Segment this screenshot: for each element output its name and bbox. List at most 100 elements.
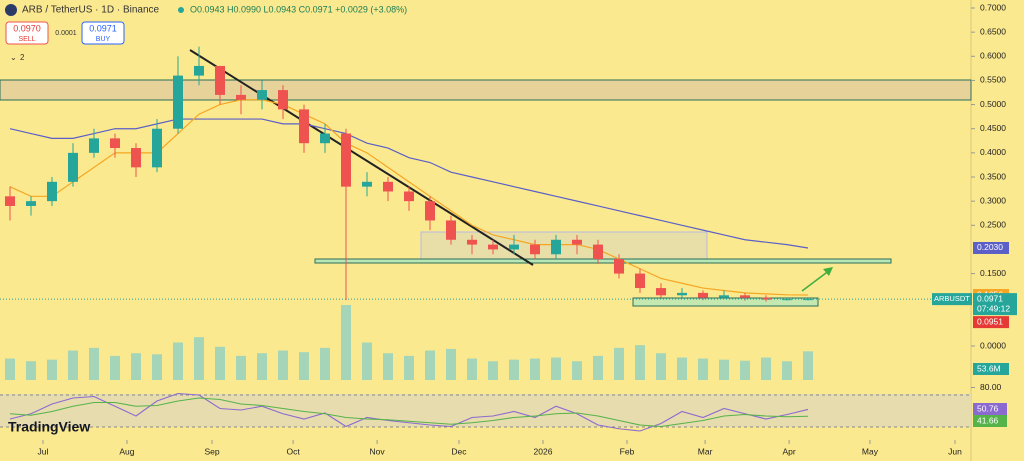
volume-bar (109, 355, 120, 380)
candle-body (88, 138, 99, 153)
symbol-icon (5, 4, 17, 16)
candle-body (109, 138, 120, 149)
sell-label[interactable]: SELL (18, 36, 35, 43)
rsi-box (973, 415, 1007, 427)
ohlc: O0.0943 H0.0990 L0.0943 C0.0971 +0.0029 … (190, 4, 407, 14)
volume-bar (340, 305, 351, 380)
range-zone (420, 231, 708, 262)
candle-body (446, 220, 457, 240)
candle-body (803, 299, 814, 301)
volume-bar (509, 359, 520, 380)
candle-body (277, 90, 288, 110)
candle-body (361, 181, 372, 187)
candle-body (404, 191, 415, 202)
low-label: 0.0951 (977, 316, 1003, 326)
volume-bar (172, 342, 183, 380)
volume-bar (361, 342, 372, 380)
candle-body (193, 65, 204, 76)
volume-bar (88, 347, 99, 380)
volume-bar (572, 361, 583, 380)
x-tick-label: Aug (119, 446, 134, 456)
buy-button[interactable] (81, 21, 125, 45)
y-tick-label: 0.6500 (980, 26, 1006, 36)
candle-body (488, 244, 499, 250)
rsi-label: 50.76 (977, 403, 999, 413)
rsi-line (9, 392, 809, 432)
y-tick-label: 0.1500 (980, 268, 1006, 278)
volume-bar (635, 345, 646, 380)
candle-body (67, 152, 78, 182)
candle-body (130, 148, 141, 168)
resistance-zone (0, 79, 972, 101)
rsi-tick-label: 80.00 (980, 382, 1002, 392)
volume-bar (151, 354, 162, 380)
y-tick-label: 0.7000 (980, 2, 1006, 12)
volume-bar (551, 357, 562, 380)
candle-body (425, 201, 436, 221)
candle-body (4, 196, 15, 206)
low-box (973, 316, 1009, 329)
volume-bar (698, 358, 709, 380)
buy-price[interactable]: 0.0971 (89, 23, 117, 33)
symbol-label: ARBUSDT (934, 294, 970, 303)
candle-body (572, 239, 583, 245)
candle-body (614, 259, 625, 274)
x-tick-label: Jul (38, 446, 49, 456)
volume-bar (530, 358, 541, 380)
y-tick-label: 0.3500 (980, 171, 1006, 181)
collapse-icon[interactable]: ⌄ (10, 53, 17, 62)
candle-body (782, 299, 793, 301)
volume-bar (130, 353, 141, 380)
candle-body (719, 295, 730, 298)
volume-bar (467, 358, 478, 380)
volume-bar (425, 350, 436, 380)
symbol: ARB / TetherUS · 1D · Binance (22, 5, 160, 16)
volume-label: 53.6M (977, 363, 1001, 373)
y-tick-label: 0.4500 (980, 123, 1006, 133)
logo: TradingView (8, 419, 90, 435)
candle-body (698, 292, 709, 298)
volume-bar (383, 353, 393, 380)
x-tick-label: Oct (286, 446, 300, 456)
symbol-box (932, 293, 972, 306)
candle-body (298, 109, 309, 144)
volume-bar (761, 357, 772, 380)
moving-average (9, 118, 809, 249)
x-tick-label: 2026 (534, 446, 553, 456)
indicator-count[interactable]: 2 (20, 53, 25, 62)
volume-bar (319, 347, 330, 380)
candle-body (635, 273, 646, 289)
y-tick-label: 0.2500 (980, 220, 1006, 230)
ma-price-box (973, 241, 1009, 254)
rsi-line (9, 397, 809, 428)
volume-bar (740, 360, 751, 380)
x-tick-label: May (862, 446, 879, 456)
countdown: 07:49:12 (977, 303, 1010, 313)
volume-bar (488, 361, 499, 380)
sell-price[interactable]: 0.0970 (13, 23, 41, 33)
last-price-label: 0.0971 (977, 293, 1003, 303)
candle-body (172, 75, 183, 129)
buy-label[interactable]: BUY (96, 36, 111, 43)
volume-bar (719, 359, 730, 380)
volume-bar (67, 350, 78, 380)
x-tick-label: Jun (948, 446, 962, 456)
volume-bar (25, 361, 36, 380)
sell-button[interactable] (5, 21, 49, 45)
candle-body (509, 244, 520, 250)
x-tick-label: Sep (204, 446, 219, 456)
rsi-box (973, 403, 1007, 415)
arrow-head (823, 267, 833, 276)
candle-body (383, 181, 393, 192)
candle-body (551, 239, 562, 255)
candle-body (214, 65, 225, 95)
x-tick-label: Nov (370, 446, 386, 456)
candle-body (761, 297, 772, 300)
candle-body (256, 90, 267, 100)
volume-bar (593, 355, 604, 380)
candle-body (319, 133, 330, 144)
candle-body (340, 133, 351, 187)
candle-body (656, 288, 667, 296)
